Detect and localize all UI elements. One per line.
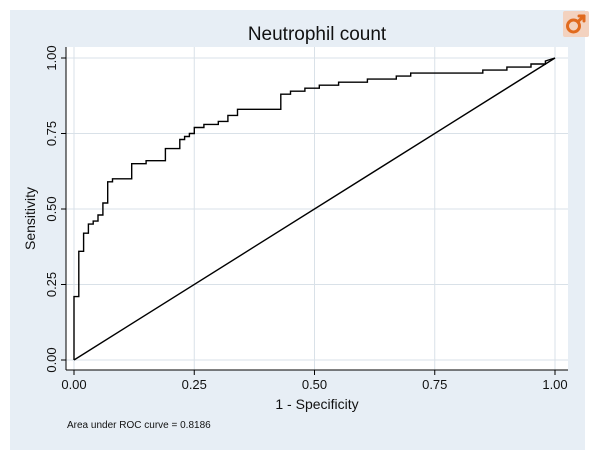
male-symbol-icon-glyph <box>566 14 586 34</box>
auc-note: Area under ROC curve = 0.8186 <box>67 420 211 431</box>
x-tick-label-4: 1.00 <box>542 377 567 392</box>
roc-curve-line <box>73 57 556 360</box>
axes: 0.00 0.25 0.50 0.75 1.00 0.00 0.25 0.50 0.75 1.00 <box>44 45 568 392</box>
x-tick-label-2: 0.50 <box>302 377 327 392</box>
reference-diagonal-line <box>73 57 556 361</box>
series <box>73 57 556 361</box>
x-tick-label-0: 0.00 <box>61 377 86 392</box>
male-symbol-icon[interactable] <box>563 11 589 37</box>
x-tick-label-1: 0.25 <box>182 377 207 392</box>
y-tick-label-4: 1.00 <box>44 45 59 70</box>
y-axis-label: Sensitivity <box>22 187 38 250</box>
x-tick-label-3: 0.75 <box>422 377 447 392</box>
y-tick-label-3: 0.75 <box>44 121 59 146</box>
chart-title: Neutrophil count <box>248 24 387 45</box>
y-tick-label-2: 0.50 <box>44 196 59 221</box>
y-tick-label-0: 0.00 <box>44 347 59 372</box>
x-axis-label: 1 - Specificity <box>275 396 358 412</box>
grid-lines <box>66 47 568 370</box>
y-tick-label-1: 0.25 <box>44 272 59 297</box>
